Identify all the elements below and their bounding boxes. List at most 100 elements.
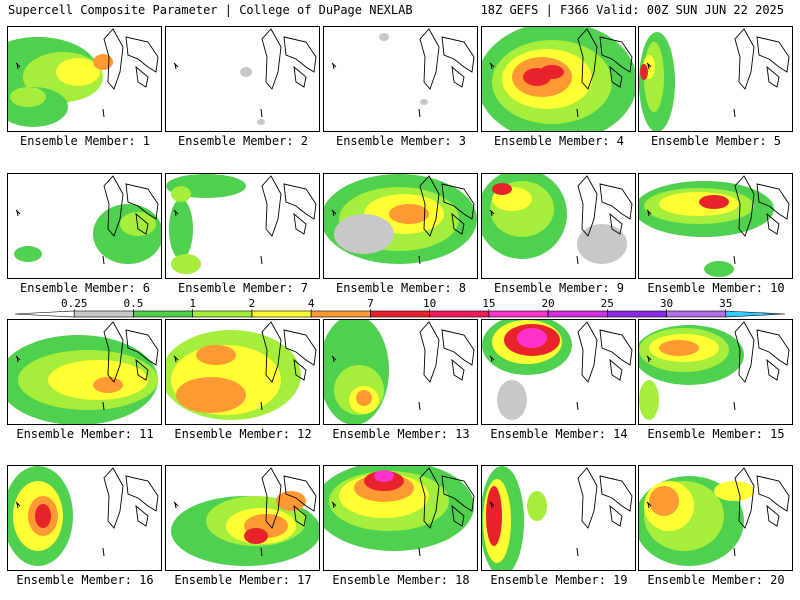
ensemble-member-label: Ensemble Member: 9 bbox=[493, 281, 625, 295]
great-lakes-outline bbox=[419, 467, 475, 529]
scp-field-map bbox=[166, 321, 317, 420]
ensemble-member-label: Ensemble Member: 8 bbox=[335, 281, 467, 295]
great-lakes-outline bbox=[734, 467, 790, 529]
great-lakes-outline bbox=[734, 321, 790, 383]
ensemble-member-label: Ensemble Member: 11 bbox=[16, 427, 154, 441]
scp-contour-area bbox=[169, 199, 193, 259]
ensemble-panel-17 bbox=[165, 465, 320, 571]
lake-marker bbox=[576, 547, 579, 557]
colorbar-segment bbox=[370, 310, 430, 318]
ensemble-panel-7 bbox=[165, 173, 320, 279]
scp-field-map bbox=[639, 175, 790, 277]
scp-field-map bbox=[482, 27, 635, 131]
ensemble-panel-5 bbox=[638, 26, 793, 132]
great-lakes-outline bbox=[103, 28, 159, 90]
lake-marker bbox=[260, 108, 263, 118]
ensemble-panel-6 bbox=[7, 173, 162, 279]
scp-contour-area bbox=[639, 380, 659, 420]
ensemble-member-label: Ensemble Member: 3 bbox=[335, 134, 467, 148]
great-lakes-outline bbox=[577, 467, 633, 529]
lake-marker bbox=[733, 401, 736, 411]
scp-contour-area bbox=[649, 486, 679, 516]
colorbar-tick-label: 2 bbox=[249, 297, 256, 310]
ensemble-member-label: Ensemble Member: 7 bbox=[177, 281, 309, 295]
lake-marker bbox=[260, 401, 263, 411]
lake-marker bbox=[102, 255, 105, 265]
great-lakes-outline bbox=[577, 175, 633, 237]
scp-contour-area bbox=[704, 261, 734, 277]
scp-field-map bbox=[173, 28, 317, 125]
lake-marker bbox=[418, 108, 421, 118]
lake-marker bbox=[260, 547, 263, 557]
scp-field-map bbox=[482, 320, 633, 420]
colorbar-segment bbox=[547, 310, 608, 318]
ensemble-panel-18 bbox=[323, 465, 478, 571]
scp-contour-area bbox=[276, 491, 306, 511]
colorbar: 0.25 0.5 1 2 4 7 10 15 20 25 30 35 bbox=[14, 297, 786, 318]
ensemble-member-label: Ensemble Member: 20 bbox=[647, 573, 785, 587]
lake-marker bbox=[173, 501, 179, 509]
colorbar-tick-label: 0.25 bbox=[61, 297, 88, 310]
ensemble-member-label: Ensemble Member: 6 bbox=[19, 281, 151, 295]
scp-contour-area bbox=[699, 195, 729, 209]
colorbar-tick-label: 0.5 bbox=[124, 297, 144, 310]
colorbar-tick-label: 25 bbox=[601, 297, 614, 310]
valid-time: 18Z GEFS | F366 Valid: 00Z SUN JUN 22 20… bbox=[480, 3, 784, 17]
colorbar-segment bbox=[607, 310, 667, 318]
ensemble-panel-1 bbox=[7, 26, 162, 132]
lake-marker bbox=[331, 209, 337, 217]
ensemble-member-label: Ensemble Member: 17 bbox=[174, 573, 312, 587]
scp-contour-area bbox=[577, 224, 627, 264]
lake-marker bbox=[489, 355, 495, 363]
ensemble-member-label: Ensemble Member: 5 bbox=[650, 134, 782, 148]
lake-marker bbox=[173, 355, 179, 363]
scp-contour-area bbox=[93, 54, 113, 70]
scp-contour-area bbox=[420, 99, 428, 105]
colorbar-tick-label: 15 bbox=[482, 297, 495, 310]
scp-field-map bbox=[331, 28, 475, 118]
ensemble-panel-16 bbox=[7, 465, 162, 571]
scp-field-map bbox=[639, 28, 790, 131]
scp-contour-area bbox=[35, 504, 51, 528]
scp-contour-area bbox=[356, 390, 372, 406]
ensemble-panel-4 bbox=[481, 26, 636, 132]
lake-marker bbox=[733, 547, 736, 557]
scp-contour-area bbox=[244, 528, 268, 544]
colorbar-segment bbox=[429, 310, 490, 318]
great-lakes-outline bbox=[103, 321, 159, 383]
scp-contour-area bbox=[93, 204, 161, 264]
scp-field-map bbox=[639, 321, 790, 420]
colorbar-segment bbox=[725, 310, 786, 318]
lake-marker bbox=[15, 62, 21, 70]
scp-contour-area bbox=[389, 204, 429, 224]
lake-marker bbox=[15, 209, 21, 217]
ensemble-panel-10 bbox=[638, 173, 793, 279]
scp-field-map bbox=[14, 175, 161, 265]
scp-field-map bbox=[166, 174, 317, 274]
lake-marker bbox=[102, 401, 105, 411]
lake-marker bbox=[173, 209, 179, 217]
lake-marker bbox=[489, 209, 495, 217]
lake-marker bbox=[646, 209, 652, 217]
lake-marker bbox=[418, 255, 421, 265]
great-lakes-outline bbox=[419, 28, 475, 90]
scp-field-map bbox=[639, 467, 790, 566]
scp-contour-area bbox=[492, 183, 512, 195]
lake-marker bbox=[418, 401, 421, 411]
scp-contour-area bbox=[379, 33, 389, 41]
lake-marker bbox=[576, 108, 579, 118]
colorbar-segment bbox=[251, 310, 312, 318]
lake-marker bbox=[733, 255, 736, 265]
scp-field-map bbox=[8, 28, 159, 127]
ensemble-panel-9 bbox=[481, 173, 636, 279]
ensemble-panel-20 bbox=[638, 465, 793, 571]
scp-contour-area bbox=[659, 340, 699, 356]
great-lakes-outline bbox=[261, 28, 317, 90]
scp-field-map bbox=[8, 466, 159, 566]
colorbar-segment bbox=[133, 310, 193, 318]
colorbar-tick-label: 7 bbox=[367, 297, 374, 310]
colorbar-segment bbox=[73, 310, 134, 318]
scp-contour-area bbox=[527, 491, 547, 521]
colorbar-tick-label: 35 bbox=[719, 297, 732, 310]
